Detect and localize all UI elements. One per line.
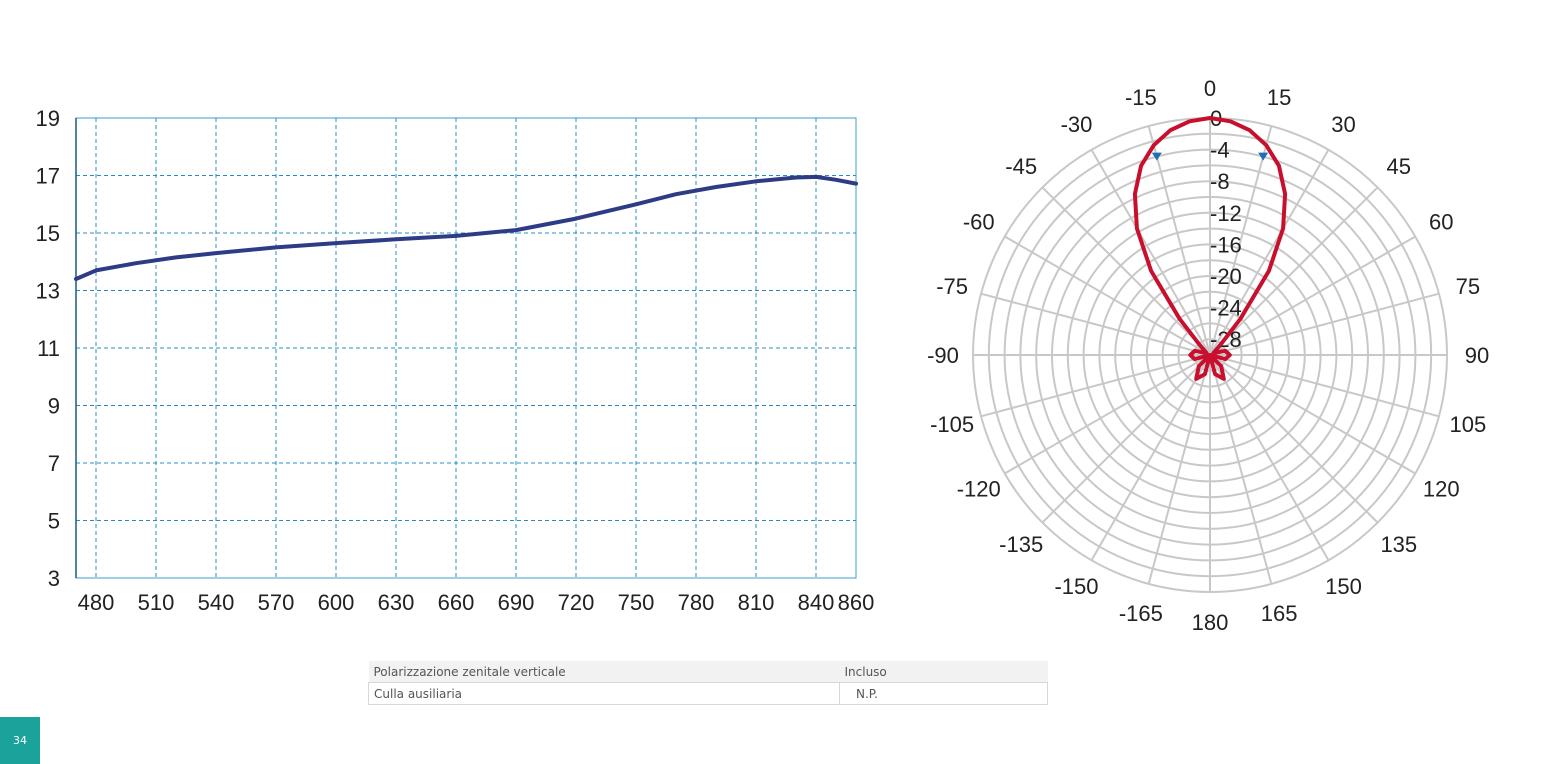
angle-label: 120 [1423, 477, 1460, 502]
angular-gridline [1041, 186, 1211, 356]
angle-label: -165 [1119, 601, 1163, 626]
angular-gridline [1209, 354, 1330, 561]
y-tick-label: 13 [36, 279, 60, 304]
table-row: Polarizzazione zenitale verticale Inclus… [368, 661, 1048, 683]
angle-label: 105 [1450, 412, 1487, 437]
angle-label: -30 [1061, 112, 1093, 137]
angle-label: 0 [1204, 76, 1216, 101]
x-tick-label: 860 [838, 590, 875, 615]
x-tick-label: 810 [738, 590, 775, 615]
y-tick-label: 17 [36, 164, 60, 189]
series-line [74, 174, 858, 281]
angle-label: 75 [1456, 274, 1480, 299]
angular-gridline [980, 354, 1211, 418]
table-row: Culla ausiliaria N.P. [368, 682, 1048, 705]
y-tick-label: 9 [48, 394, 60, 419]
angular-gridline [1004, 235, 1211, 356]
angle-label: 45 [1387, 154, 1411, 179]
gain-chart: 19 17 15 13 11 9 7 5 3 480 510 540 570 600 630 660 690 72… [36, 106, 875, 615]
angle-label: -105 [930, 412, 974, 437]
angle-label: 60 [1429, 210, 1453, 235]
angle-label: -120 [957, 477, 1001, 502]
page-number-badge: 34 [0, 717, 40, 764]
x-tick-label: 720 [558, 590, 595, 615]
angular-gridline [1209, 186, 1379, 356]
spec-table: Polarizzazione zenitale verticale Inclus… [368, 661, 1048, 705]
angular-gridline [1209, 292, 1440, 356]
angular-gridline [1209, 354, 1273, 585]
angular-gridline [1209, 354, 1440, 418]
angle-label: -135 [999, 532, 1043, 557]
angular-gridline [1041, 354, 1211, 524]
y-tick-label: 5 [48, 509, 60, 534]
x-tick-label: 780 [678, 590, 715, 615]
table-cell-value: N.P. [839, 682, 1048, 705]
angular-gridline [1004, 354, 1211, 475]
angle-label: -150 [1054, 574, 1098, 599]
radial-label: -4 [1210, 138, 1230, 163]
table-cell-label: Culla ausiliaria [368, 682, 840, 705]
y-tick-label: 11 [37, 336, 60, 361]
y-tick-label: 19 [36, 106, 60, 131]
angular-gridline [980, 292, 1211, 356]
y-tick-label: 3 [48, 566, 60, 591]
angle-label: 150 [1325, 574, 1362, 599]
x-tick-label: 540 [198, 590, 235, 615]
angular-gridline [1209, 354, 1416, 475]
x-tick-label: 750 [618, 590, 655, 615]
table-cell-label: Polarizzazione zenitale verticale [368, 661, 840, 683]
beam-marker [1258, 152, 1269, 161]
page-number: 34 [13, 734, 27, 747]
x-tick-label: 570 [258, 590, 295, 615]
angular-gridline [1209, 354, 1379, 524]
angle-label: -60 [963, 210, 995, 235]
angle-label: -45 [1005, 154, 1037, 179]
x-tick-label: 510 [138, 590, 175, 615]
x-tick-label: 480 [78, 590, 115, 615]
angular-gridline [1090, 354, 1211, 561]
angle-label: -75 [936, 274, 968, 299]
radial-label: -12 [1210, 201, 1242, 226]
plot-frame [75, 117, 857, 579]
radial-label: -8 [1210, 169, 1230, 194]
angular-gridline [1209, 149, 1330, 356]
radial-label: -24 [1210, 296, 1242, 321]
angular-gridline [1090, 149, 1211, 356]
x-tick-label: 660 [438, 590, 475, 615]
radial-label: -20 [1210, 264, 1242, 289]
beam-marker [1151, 152, 1162, 161]
angular-gridline [1147, 125, 1211, 356]
angle-label: 180 [1192, 610, 1229, 630]
angle-label: 165 [1261, 601, 1298, 626]
angle-label: -90 [927, 343, 959, 368]
angular-gridline [1209, 235, 1416, 356]
x-tick-label: 840 [798, 590, 835, 615]
angular-gridline [1209, 125, 1273, 356]
table-cell-value: Incluso [839, 661, 1048, 683]
pattern-line [1132, 116, 1288, 381]
angle-label: 135 [1380, 532, 1417, 557]
y-tick-label: 7 [48, 451, 60, 476]
angle-label: -15 [1125, 85, 1157, 110]
angle-label: 90 [1465, 343, 1489, 368]
radiation-pattern-chart: 0 153045607590105120135150165180-165-150-… [927, 76, 1489, 630]
y-tick-label: 15 [36, 221, 60, 246]
angle-label: 30 [1331, 112, 1355, 137]
radial-label: -16 [1210, 232, 1242, 257]
x-tick-label: 600 [318, 590, 355, 615]
angular-gridline [1147, 354, 1211, 585]
angle-label: 15 [1267, 85, 1291, 110]
x-tick-label: 690 [498, 590, 535, 615]
x-tick-label: 630 [378, 590, 415, 615]
